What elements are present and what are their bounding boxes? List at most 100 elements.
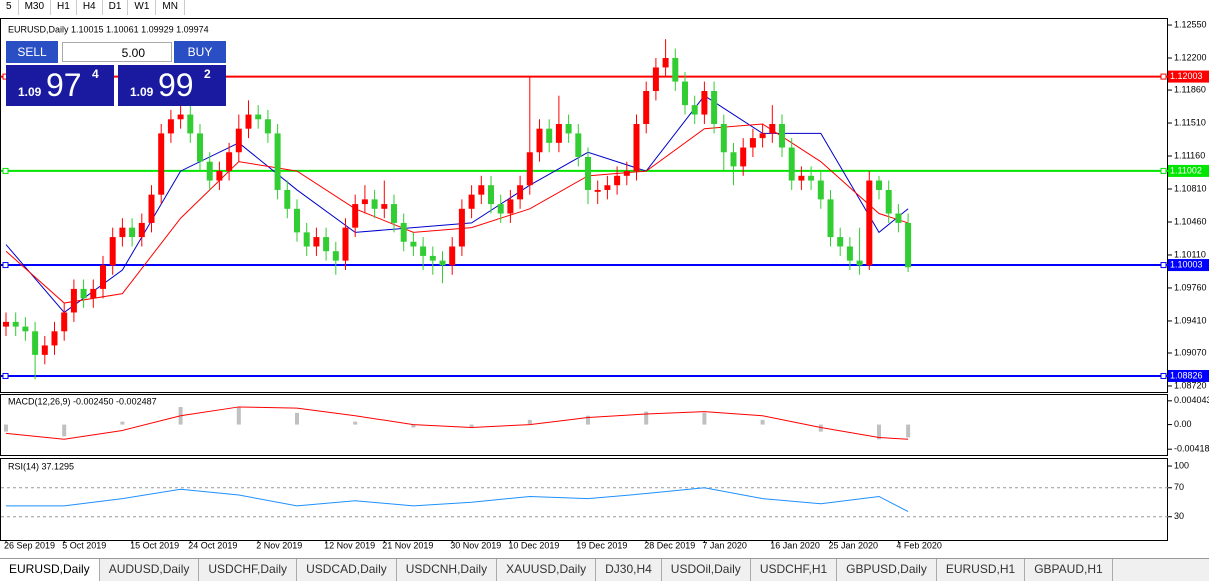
macd-bar (586, 415, 590, 425)
candle-body (410, 241, 417, 247)
x-tick-label: 12 Nov 2019 (324, 540, 375, 550)
candle-body (682, 81, 688, 106)
candle-body (546, 128, 553, 143)
y-tick-label: 1.10810 (1174, 183, 1207, 193)
sell-price[interactable]: 1.09 97 4 (6, 65, 114, 106)
x-tick-label: 19 Dec 2019 (576, 540, 627, 550)
candle-body (769, 123, 776, 134)
level-handle (2, 167, 9, 174)
candle-body (90, 288, 97, 299)
chart-tab[interactable]: USDCAD,Daily (297, 559, 397, 581)
candle-body (565, 123, 572, 134)
candle-body (80, 288, 87, 299)
candle-body (100, 265, 106, 289)
chart-tab[interactable]: USDOil,Daily (662, 559, 751, 581)
chart-tab[interactable]: EURUSD,H1 (937, 559, 1026, 581)
candle-body (866, 180, 873, 266)
price-prefix: 1.09 (130, 85, 154, 99)
macd-bar (906, 424, 911, 438)
candle-body (585, 156, 591, 190)
lot-input[interactable]: 5.00 (62, 42, 172, 62)
chart-tab[interactable]: USDCHF,Daily (199, 559, 298, 581)
candle-body (497, 204, 504, 214)
candle-body (788, 147, 795, 181)
candle-body (643, 90, 650, 124)
macd-bar (877, 424, 881, 440)
level-label: 1.11002 (1170, 165, 1202, 175)
candle-body (255, 114, 262, 120)
timeframe[interactable]: MN (156, 0, 185, 15)
y-tick-label: 1.10110 (1174, 249, 1206, 259)
candle-body (662, 58, 669, 68)
level-handle (1160, 372, 1167, 379)
candle-body (672, 58, 679, 82)
x-tick-label: 21 Nov 2019 (382, 540, 433, 550)
macd-bar (411, 424, 416, 428)
chart-tab[interactable]: AUDUSD,Daily (100, 559, 200, 581)
candle-body (400, 222, 407, 242)
candle-body (614, 175, 621, 186)
candle-body (32, 331, 39, 355)
candle-body (759, 133, 766, 139)
macd-bar (644, 411, 649, 425)
candle-body (352, 204, 359, 228)
timeframe[interactable]: H1 (51, 0, 77, 15)
y-tick-label: 1.09410 (1174, 315, 1207, 325)
x-tick-label: 24 Oct 2019 (188, 540, 237, 550)
x-tick-label: 28 Dec 2019 (644, 540, 695, 550)
y-tick-label: 0.00 (1174, 419, 1192, 429)
candle-body (633, 123, 640, 172)
candle-body (488, 185, 494, 205)
y-tick-label: 30 (1174, 511, 1184, 521)
candle-body (420, 246, 427, 256)
buy-price[interactable]: 1.09 99 2 (118, 65, 226, 106)
price-fraction: 2 (204, 67, 211, 81)
candle-body (575, 133, 582, 157)
x-tick-label: 7 Jan 2020 (702, 540, 747, 550)
timeframe[interactable]: 5 (0, 0, 19, 15)
candle-body (3, 321, 9, 327)
rsi-title: RSI(14) 37.1295 (8, 461, 74, 471)
candle-body (148, 194, 155, 223)
y-tick-label: 100 (1174, 460, 1189, 470)
timeframe[interactable]: M30 (19, 0, 52, 15)
macd-panel (0, 394, 1168, 456)
chart-tab[interactable]: GBPUSD,Daily (837, 559, 937, 581)
chart-tab[interactable]: GBPAUD,H1 (1025, 559, 1113, 581)
timeframe[interactable]: H4 (77, 0, 103, 15)
timeframe[interactable]: D1 (103, 0, 129, 15)
timeframe[interactable]: W1 (128, 0, 157, 15)
sell-button[interactable]: SELL (6, 41, 58, 63)
chart-tab[interactable]: USDCNH,Daily (397, 559, 498, 581)
y-tick-label: 1.09760 (1174, 282, 1207, 292)
candle-body (216, 171, 223, 181)
candle-body (167, 119, 174, 134)
candle-body (381, 204, 388, 209)
candle-body (12, 321, 19, 327)
candle-body (895, 213, 902, 223)
candle-body (449, 246, 456, 266)
y-tick-label: -0.004187 (1174, 444, 1209, 454)
chart-tab[interactable]: DJ30,H4 (596, 559, 662, 581)
buy-button[interactable]: BUY (174, 41, 226, 63)
candle-body (371, 199, 378, 209)
candle-body (342, 227, 349, 261)
chart-tab[interactable]: EURUSD,Daily (0, 559, 100, 581)
chart-tab[interactable]: USDCHF,H1 (751, 559, 838, 581)
timeframe-toolbar: 5 M30 H1 H4 D1 W1 MN (0, 0, 185, 15)
x-tick-label: 15 Oct 2019 (130, 540, 179, 550)
candle-body (711, 90, 718, 124)
price-pips: 99 (158, 67, 194, 103)
candle-body (798, 175, 805, 181)
candle-body (313, 237, 320, 247)
candle-body (458, 208, 465, 247)
x-tick-label: 26 Sep 2019 (4, 540, 55, 550)
chart-tab[interactable]: XAUUSD,Daily (497, 559, 597, 581)
level-label-box (1168, 70, 1209, 83)
candle-body (361, 199, 368, 205)
x-tick-label: 4 Feb 2020 (896, 540, 942, 550)
candle-body (604, 185, 611, 190)
level-label-box (1168, 259, 1209, 272)
candle-body (429, 255, 436, 261)
candle-body (730, 152, 737, 167)
